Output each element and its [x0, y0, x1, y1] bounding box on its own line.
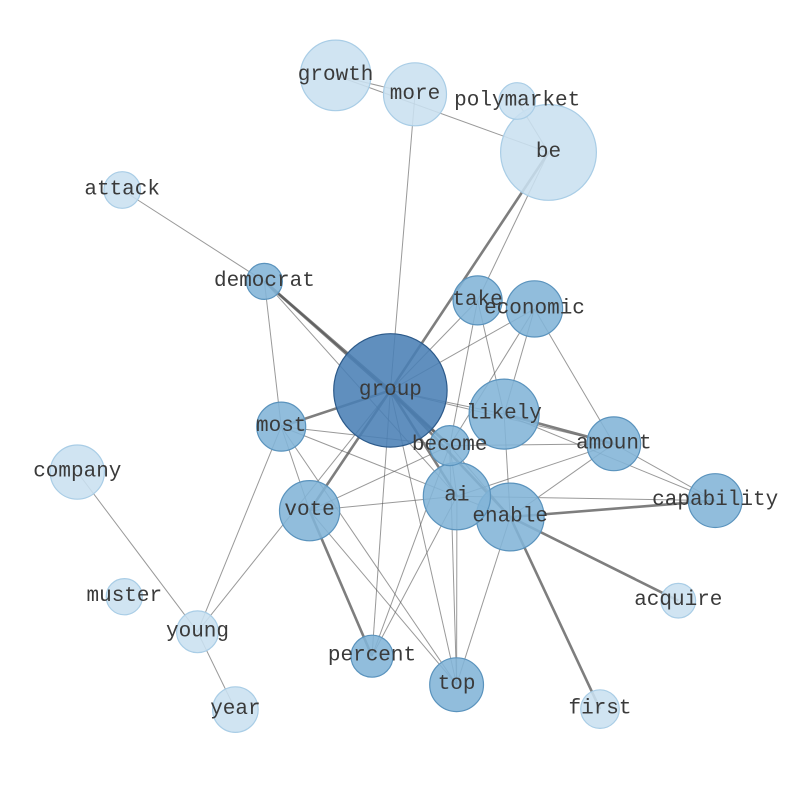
svg-text:top: top	[438, 673, 476, 696]
svg-text:company: company	[33, 461, 121, 484]
svg-text:most: most	[256, 415, 306, 438]
svg-text:become: become	[412, 434, 488, 457]
svg-text:economic: economic	[484, 297, 585, 320]
svg-text:year: year	[210, 698, 260, 721]
svg-text:be: be	[536, 141, 561, 164]
svg-text:polymarket: polymarket	[454, 90, 580, 113]
svg-text:more: more	[390, 83, 440, 106]
svg-text:young: young	[166, 620, 229, 643]
svg-text:ai: ai	[444, 485, 469, 508]
svg-text:growth: growth	[298, 64, 374, 87]
svg-text:acquire: acquire	[634, 589, 722, 612]
svg-text:capability: capability	[652, 489, 778, 512]
svg-text:group: group	[359, 379, 422, 402]
svg-text:democrat: democrat	[214, 270, 315, 293]
svg-text:likely: likely	[466, 403, 542, 426]
svg-text:attack: attack	[84, 179, 160, 202]
svg-text:vote: vote	[284, 499, 334, 522]
svg-text:enable: enable	[472, 506, 548, 529]
svg-text:percent: percent	[328, 645, 416, 668]
svg-text:amount: amount	[576, 432, 652, 455]
svg-text:muster: muster	[86, 585, 162, 608]
svg-text:first: first	[568, 698, 631, 721]
